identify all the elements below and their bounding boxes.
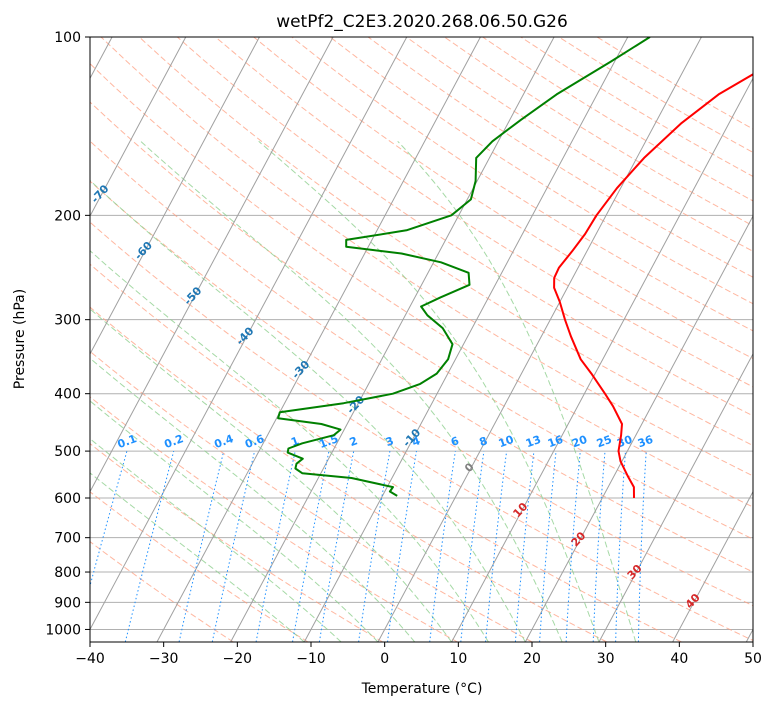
- x-tick-label: 40: [670, 651, 688, 667]
- chart-title: wetPf2_C2E3.2020.268.06.50.G26: [276, 12, 568, 32]
- x-axis-label: Temperature (°C): [361, 681, 483, 697]
- y-tick-label: 1000: [45, 622, 81, 638]
- y-tick-label: 200: [54, 208, 81, 224]
- x-tick-label: 50: [744, 651, 762, 667]
- y-axis-label: Pressure (hPa): [12, 289, 28, 389]
- x-tick-label: 30: [597, 651, 615, 667]
- x-tick-label: −30: [149, 651, 179, 667]
- y-tick-label: 800: [54, 565, 81, 581]
- y-tick-label: 600: [54, 491, 81, 507]
- y-tick-label: 700: [54, 531, 81, 547]
- plot-background: [90, 37, 753, 642]
- y-tick-label: 100: [54, 30, 81, 46]
- x-tick-label: 20: [523, 651, 541, 667]
- y-tick-label: 300: [54, 313, 81, 329]
- x-tick-label: −10: [296, 651, 326, 667]
- x-tick-label: 0: [380, 651, 389, 667]
- x-tick-label: −40: [75, 651, 105, 667]
- x-tick-label: −20: [223, 651, 253, 667]
- isotherm-label: -90: [0, 90, 14, 114]
- isotherm-label: -80: [40, 134, 63, 158]
- y-tick-label: 900: [54, 595, 81, 611]
- x-tick-label: 10: [449, 651, 467, 667]
- y-tick-label: 400: [54, 387, 81, 403]
- y-tick-label: 500: [54, 444, 81, 460]
